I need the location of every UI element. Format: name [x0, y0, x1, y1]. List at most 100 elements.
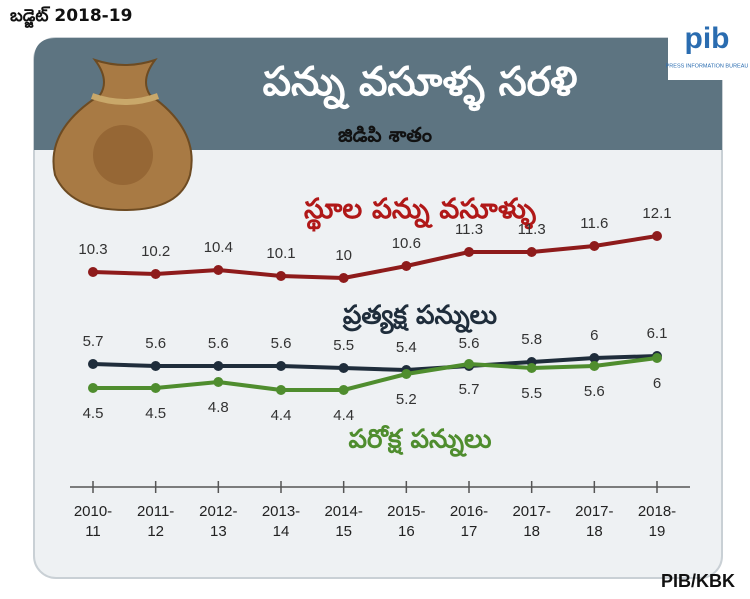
point — [213, 377, 224, 387]
series-label: పరోక్ష పన్నులు — [348, 425, 491, 458]
x-tick-label-part: 2016- — [450, 503, 488, 520]
point — [652, 231, 662, 241]
x-tick-label-part: 11 — [85, 523, 101, 540]
point — [589, 353, 600, 363]
point — [88, 267, 98, 277]
x-tick-label-part: 12 — [147, 523, 164, 540]
value-label: 6.1 — [647, 325, 668, 342]
point — [464, 359, 474, 369]
x-tick-label-part: 2014- — [324, 503, 362, 520]
x-tick-label: 2018- 19 — [638, 503, 676, 540]
x-tick-label-part: 16 — [398, 523, 415, 540]
point — [401, 261, 412, 271]
logo-box — [668, 6, 746, 80]
x-tick-label-part: 2018- — [638, 503, 676, 520]
badge: బడ్జెట్ 2018-19 — [10, 6, 132, 28]
point — [213, 265, 224, 275]
x-tick-label-part: 2013- — [262, 503, 300, 520]
value-label: 10.2 — [141, 243, 170, 260]
x-tick-label: 2016- 17 — [450, 503, 488, 540]
series-line — [92, 354, 658, 372]
point — [150, 383, 161, 393]
x-tick-label-part: 2012- — [199, 503, 237, 520]
point — [338, 273, 349, 283]
point — [464, 247, 474, 257]
x-tick-label: 2012- 13 — [199, 503, 237, 540]
point — [338, 385, 349, 395]
point — [526, 247, 537, 257]
point — [589, 361, 600, 371]
x-tick-label: 2010- 11 — [74, 503, 112, 540]
value-label: 4.4 — [333, 407, 354, 424]
x-tick-label-part: 2017- — [575, 503, 613, 520]
value-label: 10.1 — [266, 245, 295, 262]
value-label: 5.5 — [333, 337, 354, 354]
series-line — [92, 234, 658, 280]
point — [150, 269, 161, 279]
value-label: 5.6 — [271, 335, 292, 352]
point — [526, 363, 537, 373]
point — [88, 383, 98, 393]
value-label: 10.6 — [392, 235, 421, 252]
value-label: 11.3 — [455, 221, 483, 238]
x-tick-label-part: 19 — [649, 523, 666, 540]
value-label: 5.7 — [83, 333, 104, 350]
value-label: 10 — [335, 247, 352, 264]
x-tick-label-part: 2011- — [137, 503, 174, 520]
value-label: 5.6 — [459, 335, 480, 352]
x-tick-label: 2015- 16 — [387, 503, 425, 540]
x-tick-label-part: 18 — [523, 523, 540, 540]
header-band — [34, 38, 722, 150]
point — [276, 361, 286, 371]
value-label: 5.2 — [396, 391, 417, 408]
value-label: 4.4 — [271, 407, 292, 424]
x-tick-label-part: 14 — [273, 523, 290, 540]
series-label: ప్రత్యక్ష పన్నులు — [342, 301, 497, 335]
value-label: 10.3 — [78, 241, 107, 258]
value-label: 6 — [653, 375, 661, 392]
x-tick-label: 2013- 14 — [262, 503, 300, 540]
logo: pib — [685, 22, 730, 55]
point — [589, 241, 600, 251]
point — [401, 369, 412, 379]
x-tick-label-part: 2015- — [387, 503, 425, 520]
point — [88, 359, 98, 369]
x-tick-label: 2017- 18 — [512, 503, 550, 540]
x-tick-label-part: 2017- — [512, 503, 550, 520]
value-label: 4.8 — [208, 399, 229, 416]
value-label: 5.4 — [396, 339, 417, 356]
value-label: 10.4 — [204, 239, 233, 256]
value-label: 5.8 — [521, 331, 542, 348]
source: PIB/KBK — [661, 571, 735, 591]
value-label: 5.6 — [584, 383, 605, 400]
chart-title: పన్ను వసూళ్ళ సరళి — [263, 59, 578, 112]
logo-caption: PRESS INFORMATION BUREAU — [666, 63, 749, 69]
point — [276, 385, 286, 395]
value-label: 5.6 — [145, 335, 166, 352]
x-tick-label-part: 15 — [335, 523, 352, 540]
value-label: 4.5 — [145, 405, 166, 422]
value-label: 5.6 — [208, 335, 229, 352]
value-label: 5.7 — [459, 381, 480, 398]
x-tick-label: 2017- 18 — [575, 503, 613, 540]
x-tick-label-part: 2010- — [74, 503, 112, 520]
x-tick-label-part: 18 — [586, 523, 603, 540]
value-label: 4.5 — [83, 405, 104, 422]
point — [276, 271, 286, 281]
value-label: 5.5 — [521, 385, 542, 402]
point — [338, 363, 349, 373]
x-tick-label-part: 17 — [461, 523, 478, 540]
value-label: 12.1 — [642, 205, 671, 222]
chart-subtitle: జిడిపి శాతం — [338, 123, 432, 147]
point — [652, 353, 662, 363]
x-tick-label: 2014- 15 — [324, 503, 362, 540]
x-tick-label: 2011- 12 — [137, 503, 174, 540]
value-label: 6 — [590, 327, 598, 344]
point — [213, 361, 224, 371]
value-label: 11.6 — [580, 215, 608, 232]
point — [150, 361, 161, 371]
money-bag — [52, 58, 193, 212]
series-line — [93, 356, 658, 392]
x-tick-label-part: 13 — [210, 523, 227, 540]
